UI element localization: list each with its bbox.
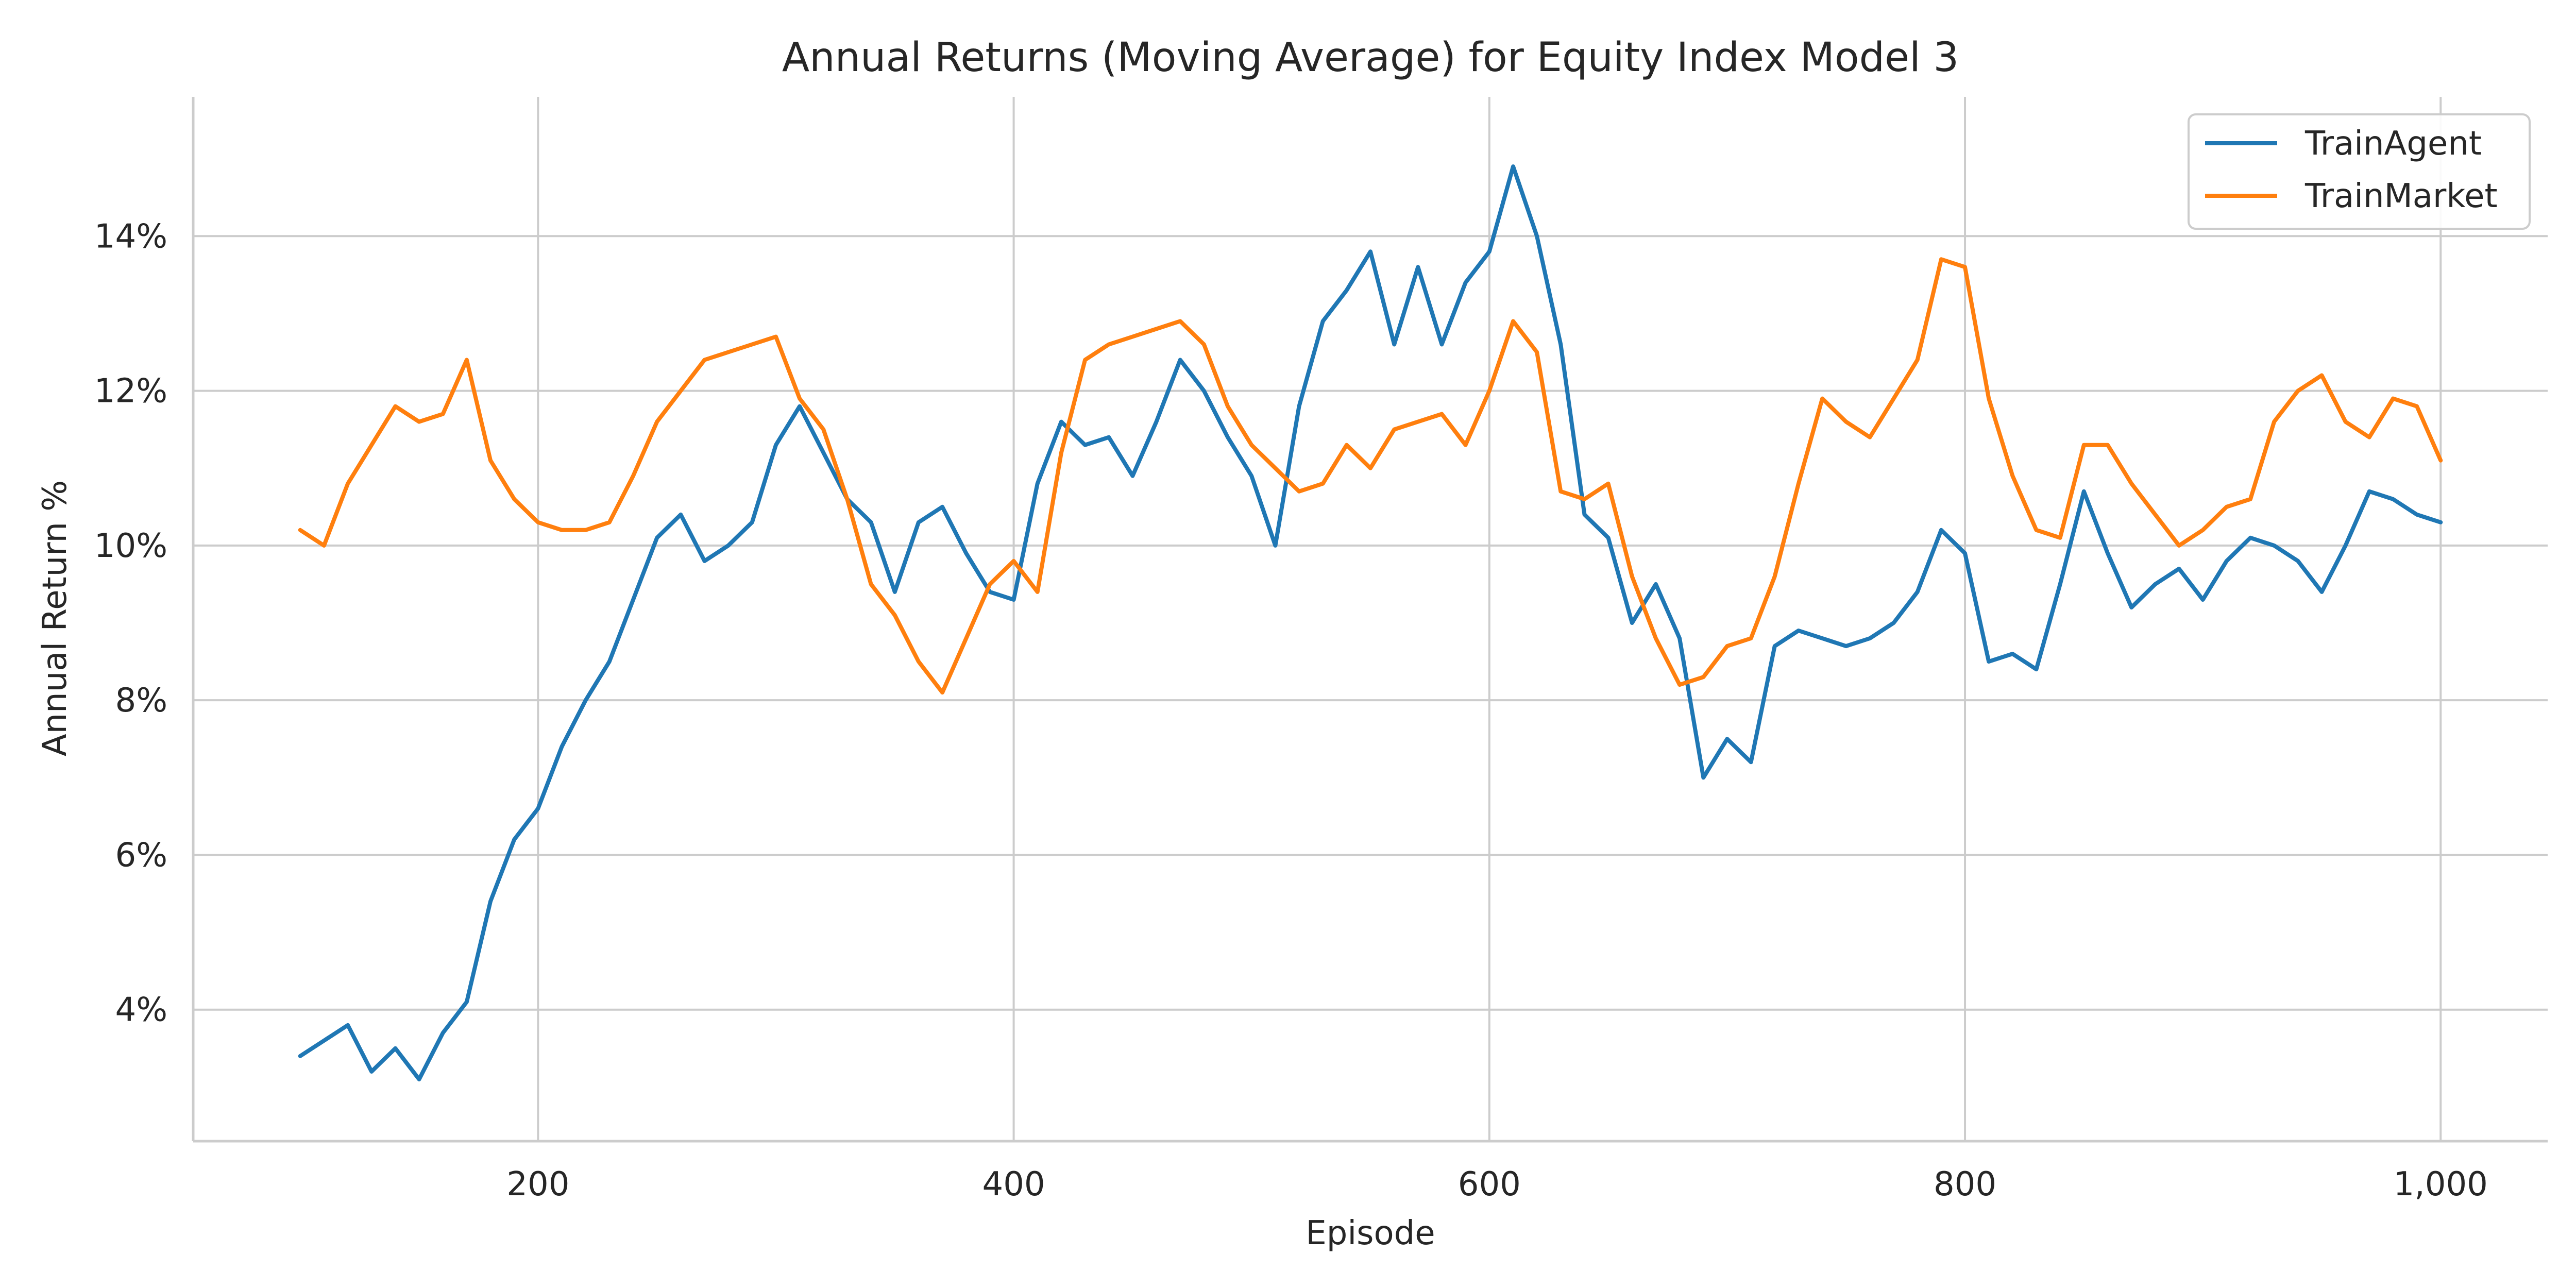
chart-title: Annual Returns (Moving Average) for Equi… [782,35,1959,81]
x-tick-label: 400 [982,1165,1045,1204]
series-line-trainmarket [298,257,2443,695]
y-tick-label: 14% [94,217,167,256]
x-tick-label: 200 [506,1165,569,1204]
grid-lines [193,97,2548,1141]
legend-label-trainmarket: TrainMarket [2304,177,2498,215]
y-tick-label: 8% [115,682,167,720]
y-tick-labels: 4% 6% 8% 10% 12% 14% [94,217,167,1029]
series-lines [298,164,2443,1081]
y-tick-label: 6% [115,836,167,874]
y-tick-label: 4% [115,991,167,1029]
series-line-trainagent [298,164,2443,1081]
x-tick-label: 800 [1934,1165,1996,1204]
y-tick-label: 10% [94,527,167,565]
x-tick-label: 600 [1458,1165,1521,1204]
y-tick-label: 12% [94,372,167,411]
y-axis-label: Annual Return % [36,480,74,756]
legend-label-trainagent: TrainAgent [2304,125,2482,163]
x-tick-label: 1,000 [2394,1165,2488,1204]
x-axis-label: Episode [1306,1214,1435,1252]
legend: TrainAgent TrainMarket [2188,113,2531,230]
x-tick-labels: 200 400 600 800 1,000 [506,1165,2488,1204]
axes [192,97,2548,1143]
